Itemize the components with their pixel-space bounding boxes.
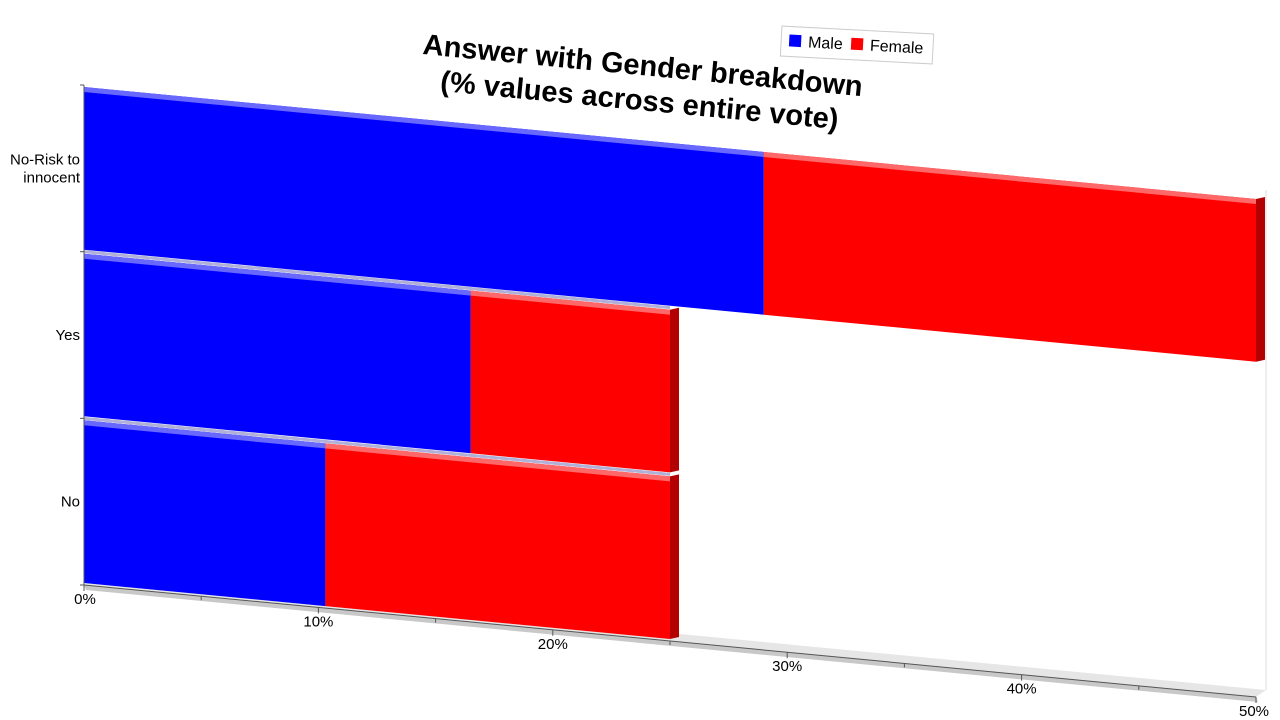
legend: Male Female: [779, 25, 935, 65]
legend-swatch-female: [850, 37, 864, 51]
category-label-1-0: Yes: [56, 327, 80, 344]
band-separator-1: [83, 250, 671, 310]
legend-swatch-male: [788, 34, 802, 48]
category-label-2-1: innocent: [23, 169, 81, 186]
bar-top-female-1: [470, 290, 670, 315]
bar-female-2: [325, 443, 670, 639]
bar-side-female-0: [1256, 197, 1265, 362]
bar-top-male-2: [84, 420, 326, 449]
bar-male-0: [84, 87, 764, 315]
x-tick-label-4: 40%: [1007, 681, 1037, 698]
bar-female-1: [470, 290, 670, 473]
bar-female-0: [763, 152, 1256, 362]
bar-male-1: [84, 253, 471, 454]
x-tick-label-2: 20%: [538, 636, 568, 653]
bars: [83, 87, 1265, 639]
bar-side-female-1: [670, 307, 679, 473]
bar-side-female-2: [670, 474, 679, 639]
legend-label-male: Male: [808, 34, 844, 53]
category-label-0-0: No: [61, 494, 80, 511]
band-separator-2: [83, 416, 671, 476]
bar-top-female-2: [325, 443, 670, 482]
floor-edge: [84, 585, 1258, 702]
bar-male-2: [84, 420, 326, 607]
x-tick-label-3: 30%: [772, 658, 802, 675]
x-tick-label-5: 50%: [1239, 703, 1269, 720]
category-label-2-0: No-Risk to: [10, 151, 80, 168]
bar-top-male-1: [84, 253, 471, 296]
legend-label-female: Female: [870, 38, 924, 58]
bar-top-male-0: [84, 87, 764, 157]
x-tick-label-1: 10%: [303, 613, 333, 630]
x-tick-label-0: 0%: [74, 591, 96, 608]
bar-top-female-0: [763, 152, 1256, 204]
